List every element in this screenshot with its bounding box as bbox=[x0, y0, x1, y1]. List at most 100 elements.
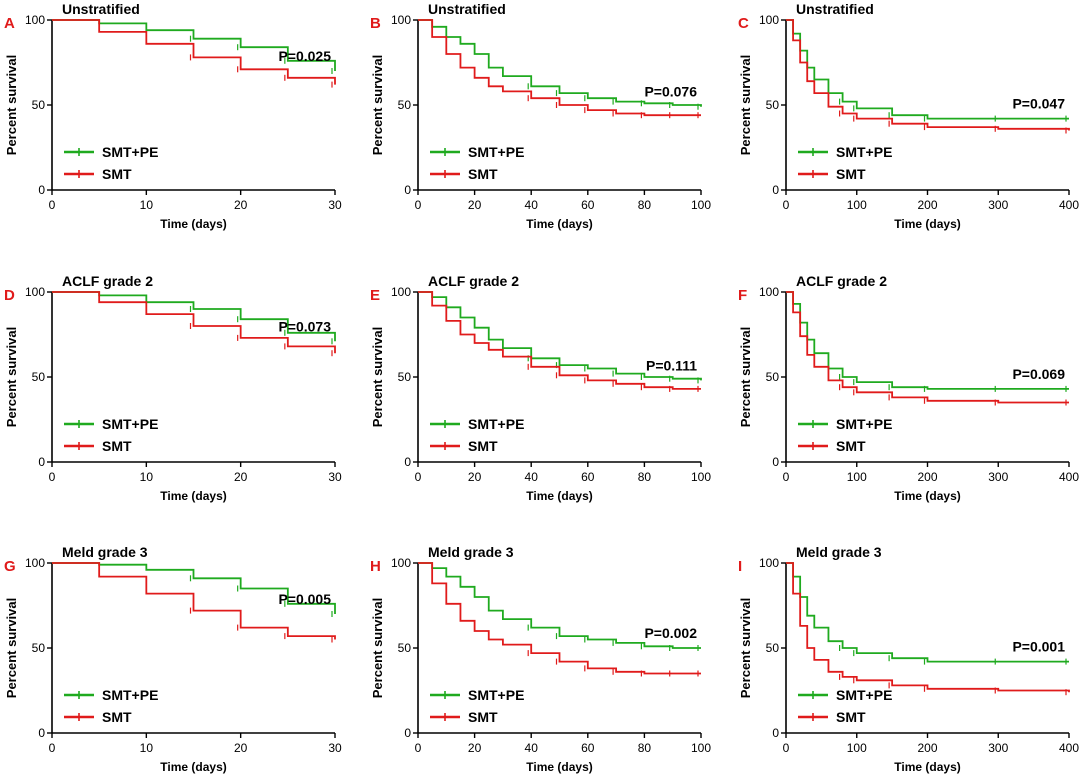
panel-title: Meld grade 3 bbox=[62, 544, 148, 560]
x-tick-label: 20 bbox=[468, 470, 482, 484]
legend-entry-smt: SMT bbox=[64, 438, 132, 454]
x-tick-label: 80 bbox=[638, 741, 652, 755]
x-axis-label: Time (days) bbox=[160, 489, 226, 503]
x-axis-label: Time (days) bbox=[160, 217, 226, 231]
legend-entry-smt: SMT bbox=[64, 709, 132, 725]
y-tick-label: 100 bbox=[391, 13, 411, 27]
series-line-smt bbox=[418, 19, 701, 117]
y-tick-label: 0 bbox=[772, 183, 779, 197]
x-axis-label: Time (days) bbox=[526, 489, 592, 503]
y-tick-label: 50 bbox=[766, 641, 780, 655]
legend-label: SMT+PE bbox=[102, 687, 158, 703]
x-tick-label: 0 bbox=[49, 741, 56, 755]
y-tick-label: 100 bbox=[759, 556, 779, 570]
series-line-smt bbox=[786, 291, 1069, 404]
x-tick-label: 10 bbox=[140, 741, 154, 755]
x-axis-label: Time (days) bbox=[894, 489, 960, 503]
y-tick-label: 100 bbox=[25, 13, 45, 27]
series-line-smt bbox=[418, 562, 701, 675]
panel-letter: G bbox=[4, 558, 16, 575]
panel-title: Unstratified bbox=[796, 1, 874, 17]
panel-title: Meld grade 3 bbox=[428, 544, 514, 560]
panel-e: 0 50 100 0 20 40 60 80 100 Time (days) Percent sur… bbox=[370, 273, 711, 503]
legend-entry-smt-pe: SMT+PE bbox=[64, 144, 158, 160]
legend-entry-smt-pe: SMT+PE bbox=[430, 416, 524, 432]
legend-label: SMT+PE bbox=[468, 144, 524, 160]
panel-letter: H bbox=[370, 558, 381, 575]
panel-f: 0 50 100 0 100 200 300 400 Time (days) Percent su… bbox=[738, 273, 1079, 503]
series-line-smt bbox=[52, 291, 336, 354]
legend-entry-smt: SMT bbox=[64, 166, 132, 182]
x-axis-label: Time (days) bbox=[894, 760, 960, 774]
legend-entry-smt: SMT bbox=[430, 709, 498, 725]
x-tick-label: 400 bbox=[1059, 741, 1079, 755]
x-tick-label: 60 bbox=[581, 470, 595, 484]
x-tick-label: 0 bbox=[783, 198, 790, 212]
p-value: P=0.002 bbox=[644, 625, 697, 641]
legend-entry-smt: SMT bbox=[798, 166, 866, 182]
x-tick-label: 300 bbox=[988, 741, 1008, 755]
legend-label: SMT bbox=[102, 438, 132, 454]
p-value: P=0.025 bbox=[278, 48, 331, 64]
x-tick-label: 200 bbox=[917, 741, 937, 755]
panel-h: 0 50 100 0 20 40 60 80 100 Time (days) Percent sur… bbox=[370, 544, 711, 774]
x-tick-label: 80 bbox=[638, 470, 652, 484]
x-tick-label: 0 bbox=[415, 198, 422, 212]
y-axis-label: Percent survival bbox=[4, 327, 19, 427]
series-line-smt bbox=[52, 562, 336, 640]
legend-label: SMT bbox=[836, 438, 866, 454]
series-line-smt-pe bbox=[418, 291, 702, 381]
legend-entry-smt-pe: SMT+PE bbox=[64, 687, 158, 703]
series-line-smt bbox=[52, 19, 336, 85]
panel-d: 0 50 100 0 10 20 30 Time (days) Percent survival… bbox=[4, 273, 342, 503]
legend-entry-smt-pe: SMT+PE bbox=[798, 416, 892, 432]
x-tick-label: 20 bbox=[234, 198, 248, 212]
panel-b: 0 50 100 0 20 40 60 80 100 Time (days) Percent sur… bbox=[370, 1, 711, 231]
x-tick-label: 30 bbox=[328, 470, 342, 484]
legend-label: SMT+PE bbox=[836, 687, 892, 703]
y-tick-label: 100 bbox=[25, 285, 45, 299]
y-axis-label: Percent survival bbox=[4, 55, 19, 155]
panel-letter: B bbox=[370, 15, 381, 32]
x-tick-label: 20 bbox=[468, 198, 482, 212]
y-axis-label: Percent survival bbox=[370, 598, 385, 698]
y-tick-label: 0 bbox=[772, 726, 779, 740]
x-tick-label: 10 bbox=[140, 198, 154, 212]
y-tick-label: 50 bbox=[32, 98, 46, 112]
x-tick-label: 30 bbox=[328, 198, 342, 212]
legend-label: SMT+PE bbox=[102, 144, 158, 160]
y-tick-label: 0 bbox=[772, 455, 779, 469]
y-tick-label: 50 bbox=[766, 98, 780, 112]
p-value: P=0.001 bbox=[1012, 639, 1065, 655]
x-tick-label: 0 bbox=[415, 741, 422, 755]
y-axis-label: Percent survival bbox=[370, 55, 385, 155]
x-tick-label: 300 bbox=[988, 470, 1008, 484]
x-tick-label: 80 bbox=[638, 198, 652, 212]
y-axis-label: Percent survival bbox=[738, 598, 753, 698]
legend-entry-smt: SMT bbox=[798, 438, 866, 454]
panel-title: ACLF grade 2 bbox=[796, 273, 887, 289]
legend-entry-smt-pe: SMT+PE bbox=[798, 144, 892, 160]
legend-label: SMT bbox=[102, 166, 132, 182]
x-tick-label: 60 bbox=[581, 741, 595, 755]
legend-entry-smt: SMT bbox=[798, 709, 866, 725]
legend-label: SMT+PE bbox=[836, 416, 892, 432]
y-tick-label: 100 bbox=[759, 13, 779, 27]
legend-label: SMT+PE bbox=[102, 416, 158, 432]
y-tick-label: 50 bbox=[32, 641, 46, 655]
y-tick-label: 50 bbox=[398, 370, 412, 384]
y-tick-label: 0 bbox=[38, 726, 45, 740]
x-tick-label: 100 bbox=[691, 198, 711, 212]
panel-letter: C bbox=[738, 15, 749, 32]
x-tick-label: 100 bbox=[847, 741, 867, 755]
y-tick-label: 100 bbox=[759, 285, 779, 299]
p-value: P=0.111 bbox=[646, 357, 697, 373]
panel-i: 0 50 100 0 100 200 300 400 Time (days) Percent su… bbox=[738, 544, 1079, 774]
y-tick-label: 0 bbox=[404, 183, 411, 197]
x-tick-label: 0 bbox=[49, 198, 56, 212]
legend-label: SMT+PE bbox=[468, 687, 524, 703]
y-tick-label: 50 bbox=[398, 98, 412, 112]
legend-label: SMT bbox=[836, 166, 866, 182]
series-line-smt-pe bbox=[786, 562, 1069, 663]
